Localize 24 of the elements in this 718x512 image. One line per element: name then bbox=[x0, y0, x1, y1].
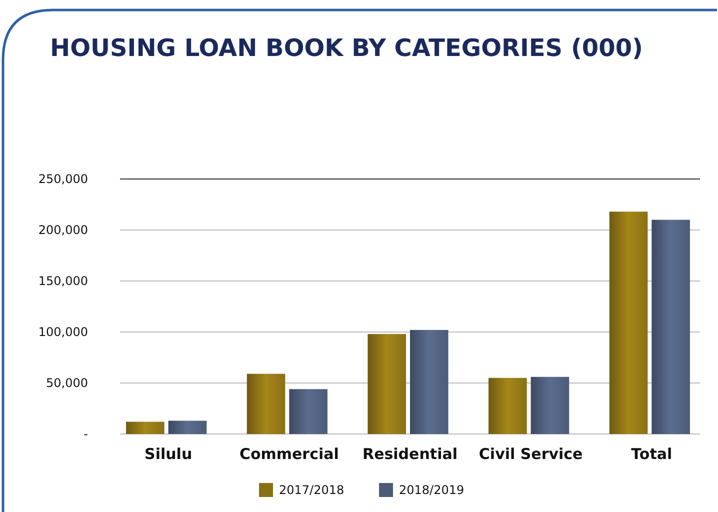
y-tick-label: - bbox=[84, 427, 88, 442]
y-tick-label: 50,000 bbox=[46, 376, 88, 390]
y-tick-label: 150,000 bbox=[38, 274, 88, 288]
x-tick-label: Residential bbox=[362, 445, 458, 463]
bar bbox=[246, 374, 286, 434]
bar bbox=[410, 330, 448, 434]
chart-title: HOUSING LOAN BOOK BY CATEGORIES (000) bbox=[50, 34, 643, 62]
x-tick-label: Commercial bbox=[239, 445, 339, 463]
bar bbox=[609, 212, 648, 434]
bar bbox=[289, 389, 328, 434]
bar bbox=[488, 378, 527, 434]
y-tick-label: 100,000 bbox=[38, 325, 88, 340]
x-tick-label: Silulu bbox=[144, 445, 192, 463]
bar bbox=[652, 220, 690, 434]
y-tick-label: 200,000 bbox=[38, 223, 88, 238]
bar bbox=[168, 420, 207, 434]
legend-label: 2017/2018 bbox=[279, 483, 344, 498]
bar bbox=[126, 422, 164, 434]
bar bbox=[368, 334, 406, 434]
bar bbox=[530, 376, 570, 434]
y-tick-label: 250,000 bbox=[38, 172, 88, 186]
x-tick-label: Total bbox=[631, 445, 672, 463]
legend-label: 2018/2019 bbox=[399, 483, 464, 498]
x-tick-label: Civil Service bbox=[478, 445, 583, 463]
